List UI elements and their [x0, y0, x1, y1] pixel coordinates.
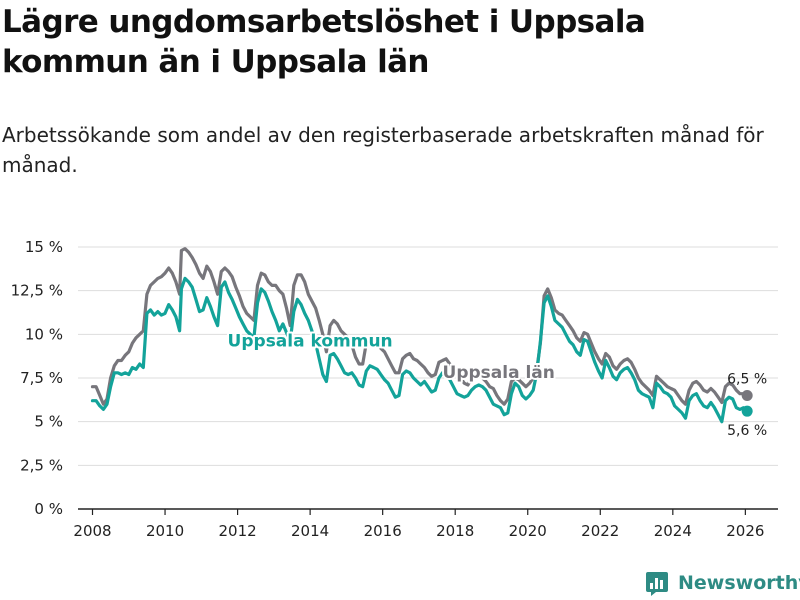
y-tick-label: 10 %	[25, 325, 63, 343]
chart-subtitle: Arbetssökande som andel av den registerb…	[2, 123, 764, 177]
bar-chart-logo-icon	[646, 572, 668, 596]
x-tick-label: 2026	[726, 522, 764, 540]
x-tick-label: 2014	[291, 522, 329, 540]
series-labels: Uppsala kommun Uppsala län	[226, 330, 557, 385]
y-tick-label: 7,5 %	[20, 369, 63, 387]
series-lines	[90, 247, 749, 424]
x-tick-label: 2008	[73, 522, 111, 540]
end-point-uppsala-kommun	[741, 405, 753, 417]
y-axis-labels: 0 % 2,5 % 5 % 7,5 % 10 % 12,5 % 15 %	[11, 238, 63, 518]
y-tick-label: 5 %	[34, 413, 63, 431]
series-line-uppsala-kommun	[90, 276, 749, 424]
brand-name: Newsworthy	[678, 572, 800, 594]
x-tick-label: 2010	[146, 522, 184, 540]
series-label-uppsala-län: Uppsala län	[443, 363, 555, 383]
x-tick-label: 2022	[581, 522, 619, 540]
y-tick-label: 2,5 %	[20, 456, 63, 474]
x-tick-label: 2016	[364, 522, 402, 540]
x-tick-label: 2024	[654, 522, 692, 540]
y-tick-label: 12,5 %	[11, 282, 63, 300]
x-tick-label: 2012	[218, 522, 256, 540]
end-markers: 6,5 % 5,6 %	[727, 371, 767, 439]
chart-title: Lägre ungdomsarbetslöshet i Uppsala komm…	[2, 4, 646, 80]
x-tick-label: 2020	[509, 522, 547, 540]
x-tick-label: 2018	[436, 522, 474, 540]
series-line-uppsala-län	[90, 247, 749, 406]
end-label-uppsala-län: 6,5 %	[727, 371, 767, 387]
end-label-uppsala-kommun: 5,6 %	[727, 423, 767, 439]
newsworthy-brand[interactable]: Newsworthy	[644, 568, 800, 598]
x-axis: 2008 2010 2012 2014 2016 2018 2020 2022 2024 2026	[73, 508, 778, 540]
end-point-uppsala-län	[741, 389, 753, 401]
y-tick-label: 0 %	[34, 500, 63, 518]
y-tick-label: 15 %	[25, 238, 63, 256]
series-label-uppsala-kommun: Uppsala kommun	[228, 332, 393, 352]
